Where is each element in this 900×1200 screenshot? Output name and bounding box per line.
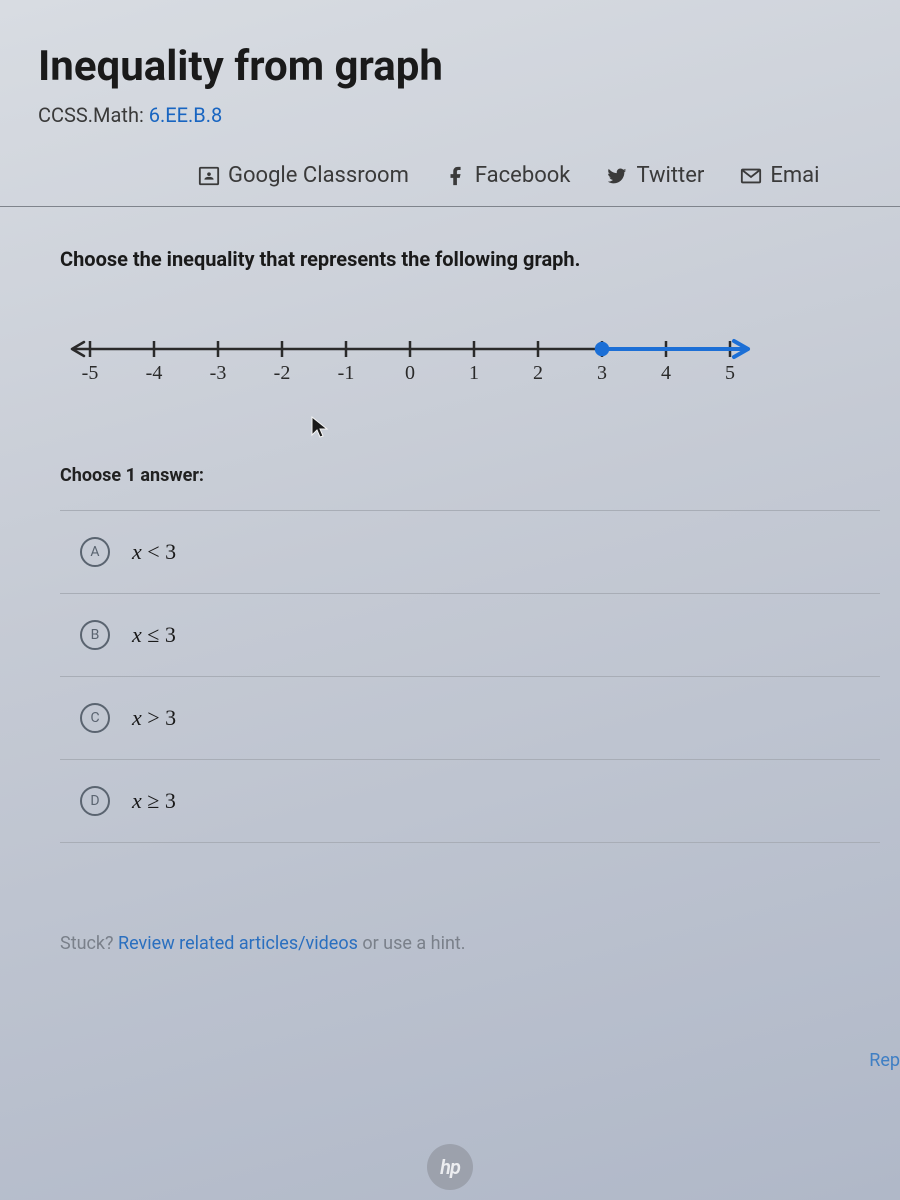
answer-choice-d[interactable]: Dx ≥ 3	[60, 760, 880, 843]
facebook-icon	[445, 165, 467, 187]
share-classroom-label: Google Classroom	[228, 163, 409, 188]
svg-text:5: 5	[725, 362, 735, 384]
svg-text:4: 4	[661, 362, 671, 384]
choice-expression-b: x ≤ 3	[132, 622, 176, 648]
svg-text:-2: -2	[274, 362, 291, 384]
stuck-prefix: Stuck?	[60, 933, 118, 954]
answer-choice-a[interactable]: Ax < 3	[60, 510, 880, 594]
svg-text:-5: -5	[82, 362, 99, 384]
choice-expression-d: x ≥ 3	[132, 788, 176, 814]
svg-text:-3: -3	[210, 362, 227, 384]
svg-text:-1: -1	[338, 362, 355, 384]
stuck-suffix: or use a hint.	[358, 933, 466, 954]
stuck-link[interactable]: Review related articles/videos	[118, 933, 358, 954]
question-prompt: Choose the inequality that represents th…	[60, 247, 900, 271]
radio-b[interactable]: B	[80, 620, 110, 650]
standard-prefix: CCSS.Math:	[38, 103, 149, 127]
answer-choices: Ax < 3Bx ≤ 3Cx > 3Dx ≥ 3	[60, 510, 880, 843]
share-facebook[interactable]: Facebook	[445, 163, 571, 188]
share-twitter-label: Twitter	[636, 163, 704, 188]
radio-c[interactable]: C	[80, 703, 110, 733]
page-title: Inequality from graph	[38, 42, 900, 91]
answer-choice-c[interactable]: Cx > 3	[60, 677, 880, 760]
share-google-classroom[interactable]: Google Classroom	[198, 163, 409, 188]
radio-a[interactable]: A	[80, 537, 110, 567]
stuck-help-text: Stuck? Review related articles/videos or…	[60, 933, 900, 954]
svg-text:0: 0	[405, 362, 415, 384]
share-twitter[interactable]: Twitter	[606, 163, 704, 188]
share-facebook-label: Facebook	[475, 163, 571, 188]
svg-text:2: 2	[533, 362, 543, 384]
classroom-icon	[198, 165, 220, 187]
share-row: Google Classroom Facebook Twitter Emai	[38, 163, 900, 188]
report-link[interactable]: Rep	[869, 1050, 900, 1071]
share-email-label: Emai	[770, 163, 819, 188]
number-line-graph: -5 -4 -3 -2 -1 0 1 2 3 4 5	[60, 321, 900, 405]
share-email[interactable]: Emai	[740, 163, 819, 188]
choice-expression-a: x < 3	[132, 539, 176, 565]
svg-text:-4: -4	[146, 362, 163, 384]
hp-logo-icon: hp	[427, 1144, 473, 1190]
svg-text:3: 3	[597, 362, 607, 384]
svg-text:1: 1	[469, 362, 479, 384]
radio-d[interactable]: D	[80, 786, 110, 816]
standard-line: CCSS.Math: 6.EE.B.8	[38, 103, 900, 127]
choice-expression-c: x > 3	[132, 705, 176, 731]
twitter-icon	[606, 165, 628, 187]
standard-link[interactable]: 6.EE.B.8	[149, 103, 223, 127]
choose-one-label: Choose 1 answer:	[60, 465, 900, 486]
email-icon	[740, 165, 762, 187]
number-line-svg: -5 -4 -3 -2 -1 0 1 2 3 4 5	[60, 321, 760, 401]
answer-choice-b[interactable]: Bx ≤ 3	[60, 594, 880, 677]
